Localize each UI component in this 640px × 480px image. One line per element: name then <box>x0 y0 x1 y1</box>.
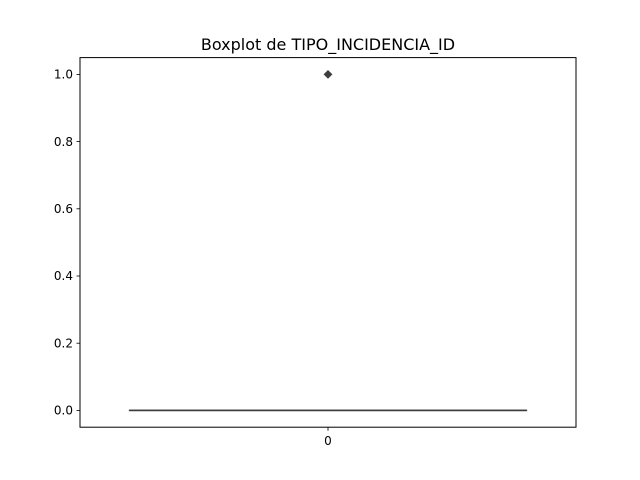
x-tick-label: 0 <box>324 434 332 448</box>
y-tick-label: 0.6 <box>54 202 73 216</box>
chart-title: Boxplot de TIPO_INCIDENCIA_ID <box>201 35 455 55</box>
y-tick-label: 0.0 <box>54 404 73 418</box>
outlier-point <box>323 70 333 79</box>
y-tick-label: 0.4 <box>54 269 73 283</box>
y-tick-label: 0.2 <box>54 336 73 350</box>
plot-frame <box>79 57 577 428</box>
y-tick-label: 0.8 <box>54 135 73 149</box>
y-axis: 0.0 0.2 0.4 0.6 0.8 1.0 <box>54 68 80 418</box>
x-axis: 0 <box>324 427 332 448</box>
plot-marks <box>128 70 528 412</box>
y-tick-label: 1.0 <box>54 68 73 82</box>
